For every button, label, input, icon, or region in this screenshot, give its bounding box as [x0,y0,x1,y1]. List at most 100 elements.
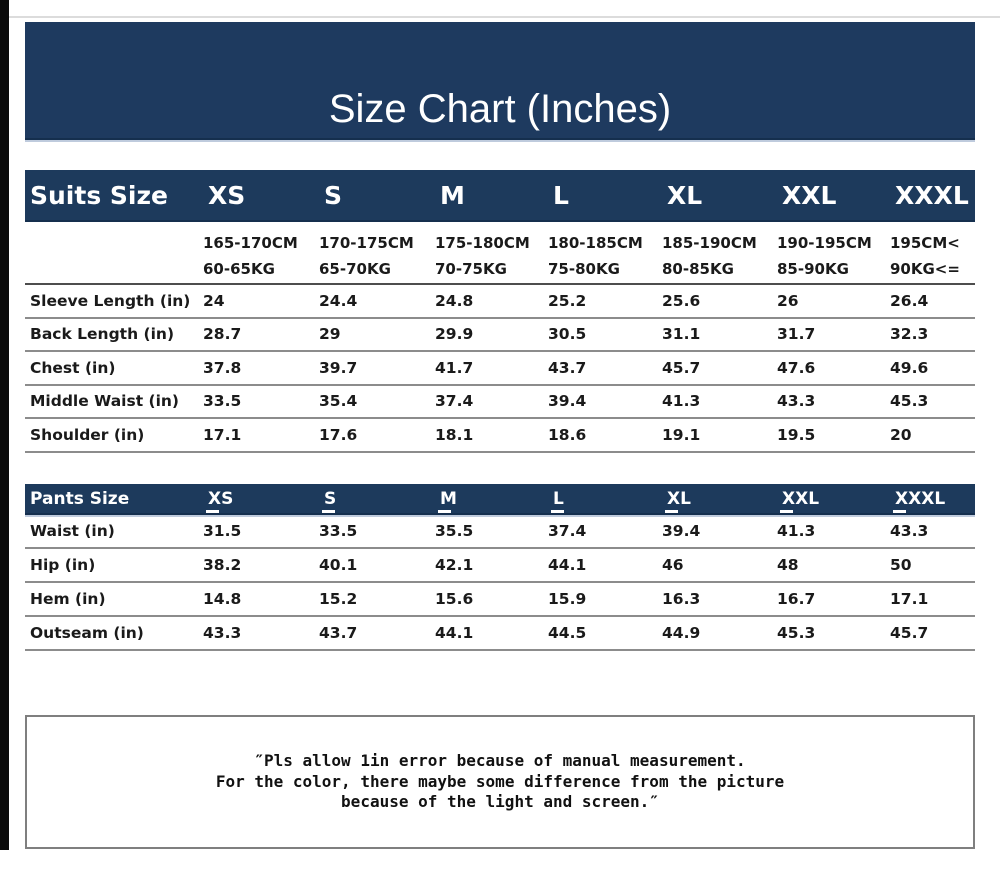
size-column-header-l: L [553,180,569,210]
measurement-value: 37.8 [203,358,242,377]
measurement-value: 46 [662,556,684,574]
height-range: 185-190CM [662,234,757,252]
measurement-value: 50 [890,556,912,574]
measurement-value: 43.3 [203,624,242,642]
height-weight-s: 170-175CM 65-70KG [319,230,435,282]
measurement-row-hem: Hem (in) 14.8 15.2 15.6 15.9 16.3 16.7 1… [25,583,975,617]
row-label: Waist (in) [30,522,115,540]
row-label: Shoulder (in) [30,425,145,444]
height-weight-subheader-row: 165-170CM 60-65KG 170-175CM 65-70KG 175-… [25,222,975,285]
measurement-value: 40.1 [319,556,358,574]
size-chart-banner: Size Chart (Inches) [25,22,975,140]
disclaimer-line: For the color, there maybe some differen… [215,771,785,791]
measurement-row-outseam: Outseam (in) 43.3 43.7 44.1 44.5 44.9 45… [25,617,975,651]
weight-range: 65-70KG [319,260,391,278]
measurement-value: 43.3 [777,392,816,411]
left-edge-bar [0,0,9,850]
suits-header-row: Suits Size XS S M L XL XXL XXXL [25,170,975,222]
measurement-value: 25.6 [662,291,701,310]
height-range: 170-175CM [319,234,414,252]
weight-range: 70-75KG [435,260,507,278]
size-column-header-l: L [548,484,662,513]
measurement-value: 44.9 [662,624,701,642]
measurement-value: 37.4 [435,392,474,411]
height-weight-xl: 185-190CM 80-85KG [662,230,777,282]
height-weight-xxl: 190-195CM 85-90KG [777,230,890,282]
measurement-value: 43.3 [890,522,929,540]
measurement-row-hip: Hip (in) 38.2 40.1 42.1 44.1 46 48 50 [25,549,975,583]
suits-table-title: Suits Size [30,180,168,210]
measurement-value: 45.7 [662,358,701,377]
measurement-value: 14.8 [203,590,242,608]
measurement-row-chest: Chest (in) 37.8 39.7 41.7 43.7 45.7 47.6… [25,352,975,386]
disclaimer-line: because of the light and screen.″ [341,792,659,812]
row-label: Outseam (in) [30,624,144,642]
measurement-row-middle-waist: Middle Waist (in) 33.5 35.4 37.4 39.4 41… [25,386,975,419]
size-column-header-s: S [324,180,343,210]
measurement-value: 24.8 [435,291,474,310]
row-label: Chest (in) [30,358,116,377]
height-range: 175-180CM [435,234,530,252]
height-weight-xxxl: 195CM< 90KG<= [890,230,975,282]
measurement-value: 33.5 [319,522,358,540]
measurement-value: 30.5 [548,325,587,344]
height-range: 195CM< [890,234,960,252]
height-weight-xs: 165-170CM 60-65KG [203,230,319,282]
measurement-value: 15.9 [548,590,587,608]
suits-size-table: Suits Size XS S M L XL XXL XXXL 165-170C… [25,170,975,453]
measurement-value: 35.5 [435,522,474,540]
measurement-value: 43.7 [548,358,587,377]
measurement-value: 26.4 [890,291,929,310]
size-column-header-xl: XL [662,484,777,513]
measurement-value: 18.6 [548,425,587,444]
measurement-value: 45.3 [777,624,816,642]
size-column-header-xxxl: XXXL [890,484,975,513]
measurement-value: 17.1 [890,590,929,608]
height-weight-l: 180-185CM 75-80KG [548,230,662,282]
weight-range: 60-65KG [203,260,275,278]
measurement-value: 44.1 [548,556,587,574]
height-weight-m: 175-180CM 70-75KG [435,230,548,282]
weight-range: 80-85KG [662,260,734,278]
measurement-value: 24 [203,291,225,310]
measurement-value: 31.1 [662,325,701,344]
measurement-value: 44.5 [548,624,587,642]
height-range: 190-195CM [777,234,872,252]
top-divider-line [9,16,1000,18]
size-column-header-xs: XS [208,180,246,210]
measurement-value: 31.5 [203,522,242,540]
measurement-value: 15.6 [435,590,474,608]
measurement-value: 15.2 [319,590,358,608]
measurement-value: 42.1 [435,556,474,574]
row-label: Sleeve Length (in) [30,291,191,310]
measurement-row-waist: Waist (in) 31.5 33.5 35.5 37.4 39.4 41.3… [25,515,975,549]
size-column-header-xl: XL [667,180,703,210]
measurement-row-sleeve-length: Sleeve Length (in) 24 24.4 24.8 25.2 25.… [25,285,975,319]
size-column-header-m: M [435,484,548,513]
pants-header-row: Pants Size XS S M L XL XXL XXXL [25,484,975,515]
measurement-value: 44.1 [435,624,474,642]
measurement-value: 26 [777,291,799,310]
size-column-header-s: S [319,484,435,513]
page-title: Size Chart (Inches) [328,87,672,131]
measurement-value: 45.3 [890,392,929,411]
size-column-header-m: M [440,180,465,210]
pants-table-title: Pants Size [30,488,130,509]
measurement-value: 41.7 [435,358,474,377]
measurement-value: 49.6 [890,358,929,377]
size-column-header-xs: XS [203,484,319,513]
measurement-value: 20 [890,425,912,444]
measurement-row-shoulder: Shoulder (in) 17.1 17.6 18.1 18.6 19.1 1… [25,419,975,453]
height-range: 180-185CM [548,234,643,252]
measurement-value: 43.7 [319,624,358,642]
size-column-header-xxxl: XXXL [895,180,969,210]
size-column-header-xxl: XXL [777,484,890,513]
measurement-value: 16.7 [777,590,816,608]
measurement-value: 25.2 [548,291,587,310]
measurement-value: 39.4 [548,392,587,411]
measurement-row-back-length: Back Length (in) 28.7 29 29.9 30.5 31.1 … [25,319,975,352]
row-label: Hem (in) [30,590,106,608]
row-label: Hip (in) [30,556,96,574]
measurement-value: 17.1 [203,425,242,444]
